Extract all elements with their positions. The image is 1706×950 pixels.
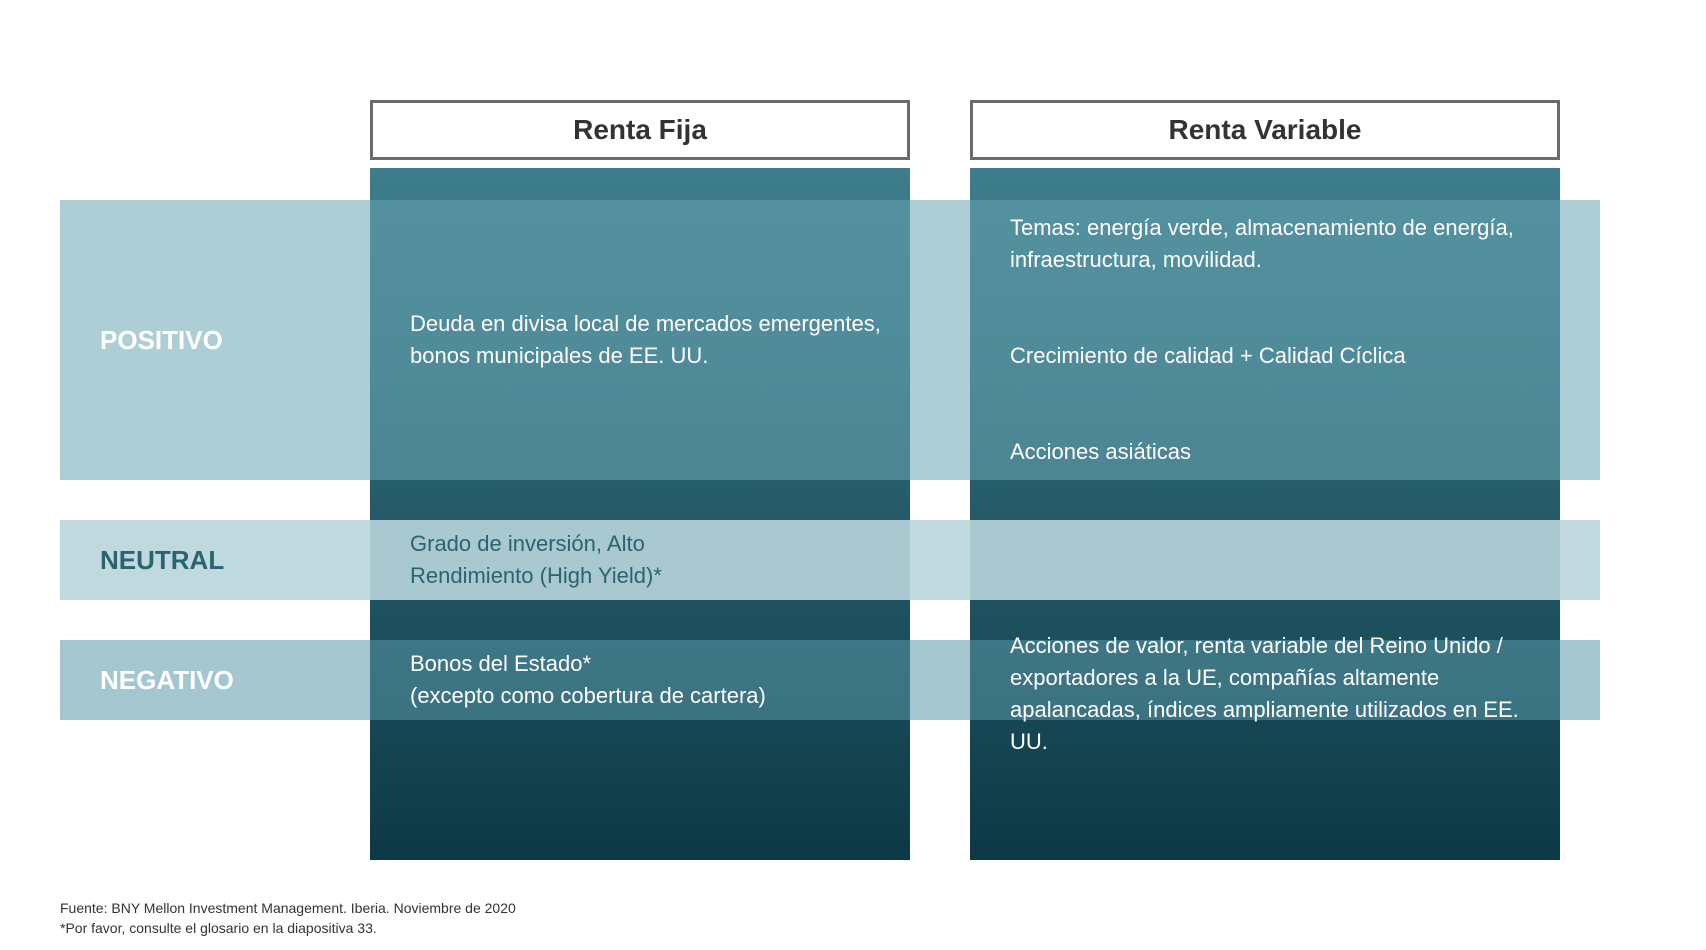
column-header-label: Renta Variable: [1169, 114, 1362, 146]
row-label-text: NEUTRAL: [100, 545, 224, 576]
row-label-text: POSITIVO: [100, 325, 223, 356]
cell-neutral-renta-fija: Grado de inversión, AltoRendimiento (Hig…: [410, 520, 902, 600]
cell-negativo-renta-fija: Bonos del Estado*(excepto como cobertura…: [410, 648, 902, 712]
cell-negativo-renta-variable: Acciones de valor, renta variable del Re…: [1010, 630, 1552, 758]
footnote-source: Fuente: BNY Mellon Investment Management…: [60, 900, 516, 916]
cell-positivo-renta-fija: Deuda en divisa local de mercados emerge…: [410, 200, 902, 480]
row-label-neutral: NEUTRAL: [100, 520, 360, 600]
column-header-label: Renta Fija: [573, 114, 707, 146]
row-label-text: NEGATIVO: [100, 665, 234, 696]
row-label-positivo: POSITIVO: [100, 200, 360, 480]
column-header-renta-fija: Renta Fija: [370, 100, 910, 160]
footnote-glossary: *Por favor, consulte el glosario en la d…: [60, 920, 377, 936]
cell-positivo-renta-variable: Temas: energía verde, almacenamiento de …: [1010, 200, 1552, 480]
column-header-renta-variable: Renta Variable: [970, 100, 1560, 160]
slide-canvas: Renta Fija Renta Variable POSITIVO NEUTR…: [0, 0, 1706, 950]
row-label-negativo: NEGATIVO: [100, 640, 360, 720]
